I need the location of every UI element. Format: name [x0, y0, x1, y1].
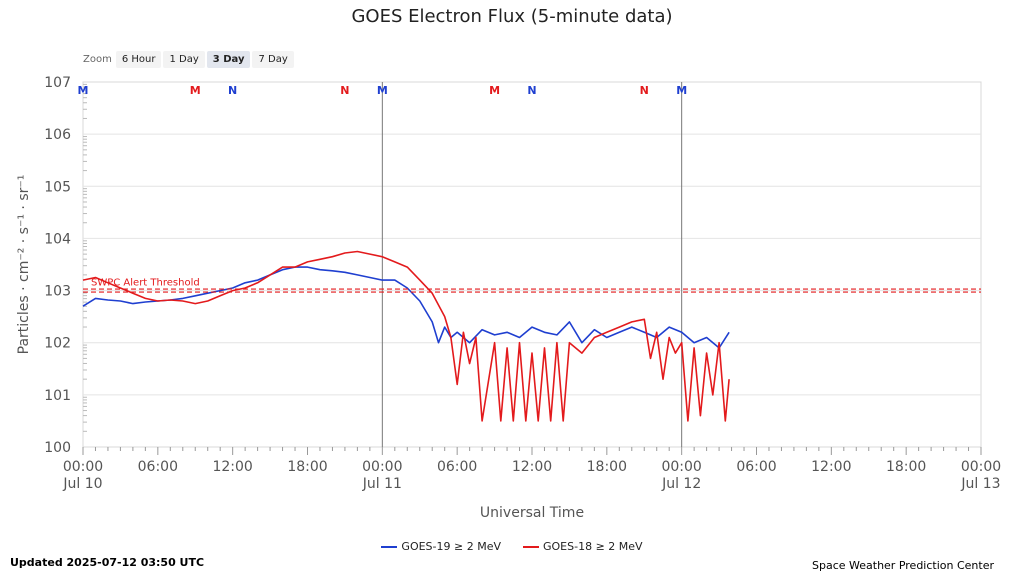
x-tick-label: 00:00 [961, 459, 1001, 475]
threshold-label: SWPC Alert Threshold [91, 278, 200, 289]
x-tick-label: 18:00 [587, 459, 627, 475]
y-tick-label: 105 [44, 179, 71, 195]
x-tick-label: 12:00 [512, 459, 552, 475]
x-tick-label: 06:00 [138, 459, 178, 475]
legend-item-goes18[interactable]: GOES-18 ≥ 2 MeV [523, 540, 643, 553]
axes [82, 82, 982, 455]
x-axis-label: Universal Time [480, 505, 584, 521]
mnm-marker: M [190, 84, 201, 97]
y-tick-label: 103 [44, 284, 71, 300]
alert-threshold: SWPC Alert Threshold [83, 278, 981, 293]
grid [82, 81, 982, 448]
mnm-marker: M [676, 84, 687, 97]
chart-title: GOES Electron Flux (5-minute data) [351, 6, 673, 27]
mnm-marker: N [228, 84, 237, 97]
legend-label-goes19: GOES-19 ≥ 2 MeV [401, 540, 501, 553]
zoom-3-day-button[interactable]: 3 Day [206, 51, 251, 68]
x-tick-date: Jul 13 [960, 476, 1000, 492]
y-tick-label: 100 [44, 440, 71, 456]
x-tick-label: 06:00 [736, 459, 776, 475]
y-tick-label: 101 [44, 388, 71, 404]
legend-swatch-goes18 [523, 545, 539, 548]
mnm-marker: N [527, 84, 536, 97]
y-axis-label: Particles · cm⁻² · s⁻¹ · sr⁻¹ [16, 175, 32, 355]
x-tick-label: 00:00 [362, 459, 402, 475]
y-tick-label: 104 [44, 231, 71, 247]
y-tick-label: 107 [44, 75, 71, 91]
source-credit: Space Weather Prediction Center [812, 559, 994, 572]
y-tick-label: 102 [44, 336, 71, 352]
mnm-marker: M [377, 84, 388, 97]
legend-swatch-goes19 [381, 545, 398, 548]
zoom-7-day-button[interactable]: 7 Day [252, 51, 294, 68]
mnm-marker: M [78, 84, 89, 97]
plot-area [82, 81, 982, 448]
series-goes18-line [82, 250, 730, 422]
x-tick-label: 00:00 [63, 459, 103, 475]
legend-label-goes18: GOES-18 ≥ 2 MeV [543, 540, 643, 553]
mnm-marker: N [640, 84, 649, 97]
x-tick-date: Jul 10 [62, 476, 102, 492]
series-goes19-line [82, 266, 730, 349]
x-tick-label: 06:00 [437, 459, 477, 475]
y-tick-label: 106 [44, 127, 71, 143]
x-tick-label: 12:00 [212, 459, 252, 475]
zoom-1-day-button[interactable]: 1 Day [163, 51, 205, 68]
updated-timestamp: Updated 2025-07-12 03:50 UTC [10, 556, 205, 569]
zoom-bar: Zoom 6 Hour 1 Day 3 Day 7 Day [83, 50, 296, 69]
mnm-marker: N [340, 84, 349, 97]
series-layer [82, 250, 730, 422]
x-tick-label: 18:00 [287, 459, 327, 475]
legend: GOES-19 ≥ 2 MeV GOES-18 ≥ 2 MeV [0, 540, 1024, 553]
zoom-6-hour-button[interactable]: 6 Hour [115, 51, 162, 68]
x-tick-label: 12:00 [811, 459, 851, 475]
x-tick-date: Jul 12 [661, 476, 701, 492]
zoom-label: Zoom [83, 54, 112, 65]
mnm-marker: M [489, 84, 500, 97]
legend-item-goes19[interactable]: GOES-19 ≥ 2 MeV [381, 540, 501, 553]
x-tick-label: 18:00 [886, 459, 926, 475]
x-tick-date: Jul 11 [362, 476, 402, 492]
x-tick-label: 00:00 [661, 459, 701, 475]
